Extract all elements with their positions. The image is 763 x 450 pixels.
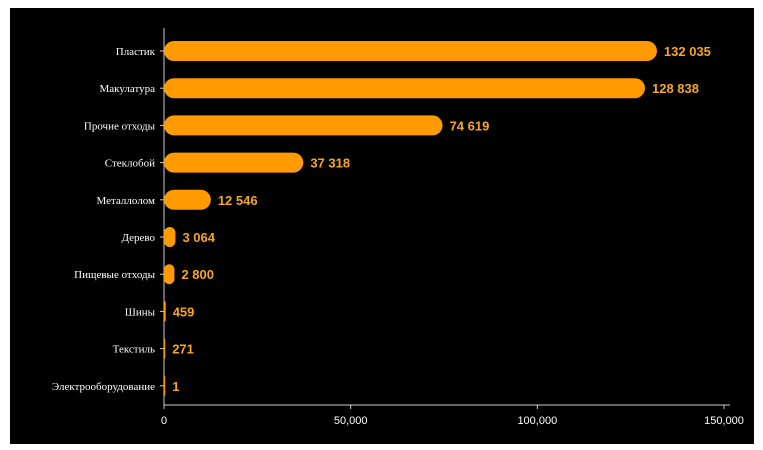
category-label: Дерево <box>121 232 155 244</box>
bar <box>164 375 166 396</box>
value-label: 128 838 <box>652 81 699 96</box>
labels: Пластик 132 035 Макулатура 128 838 Прочие от… <box>52 44 711 394</box>
x-tick-label: 50,000 <box>334 415 368 427</box>
bar <box>164 227 176 247</box>
bar <box>164 78 645 99</box>
bar <box>164 152 304 173</box>
x-tick-label: 150,000 <box>704 415 744 427</box>
x-tick-label: 0 <box>161 415 167 427</box>
bar <box>164 264 175 285</box>
bar-chart: 0 50,000 100,000 150,000 Пластик 132 035 Маку… <box>52 28 744 427</box>
category-label: Металлолом <box>96 195 155 207</box>
bars <box>164 41 657 396</box>
category-label: Текстиль <box>113 344 155 356</box>
value-label: 1 <box>172 379 179 394</box>
value-label: 37 318 <box>310 156 350 171</box>
bar <box>164 338 166 359</box>
value-label: 2 800 <box>181 267 214 282</box>
bar <box>164 301 166 322</box>
bar <box>164 41 657 61</box>
value-label: 74 619 <box>450 118 490 133</box>
category-label: Стеклобой <box>105 158 155 170</box>
category-label: Прочие отходы <box>84 120 156 132</box>
bar <box>164 115 443 136</box>
value-label: 271 <box>172 342 194 357</box>
category-label: Электрооборудование <box>52 381 155 393</box>
category-label: Пищевые отходы <box>74 269 155 281</box>
category-label: Пластик <box>116 46 156 58</box>
axes: 0 50,000 100,000 150,000 <box>160 28 744 427</box>
category-label: Шины <box>125 306 156 318</box>
value-label: 132 035 <box>664 44 711 59</box>
bar <box>164 189 211 210</box>
category-label: Макулатура <box>100 83 156 95</box>
value-label: 12 546 <box>218 193 258 208</box>
chart-container: 0 50,000 100,000 150,000 Пластик 132 035 Маку… <box>10 8 754 444</box>
value-label: 3 064 <box>182 230 215 245</box>
value-label: 459 <box>173 304 195 319</box>
x-tick-label: 100,000 <box>517 415 557 427</box>
